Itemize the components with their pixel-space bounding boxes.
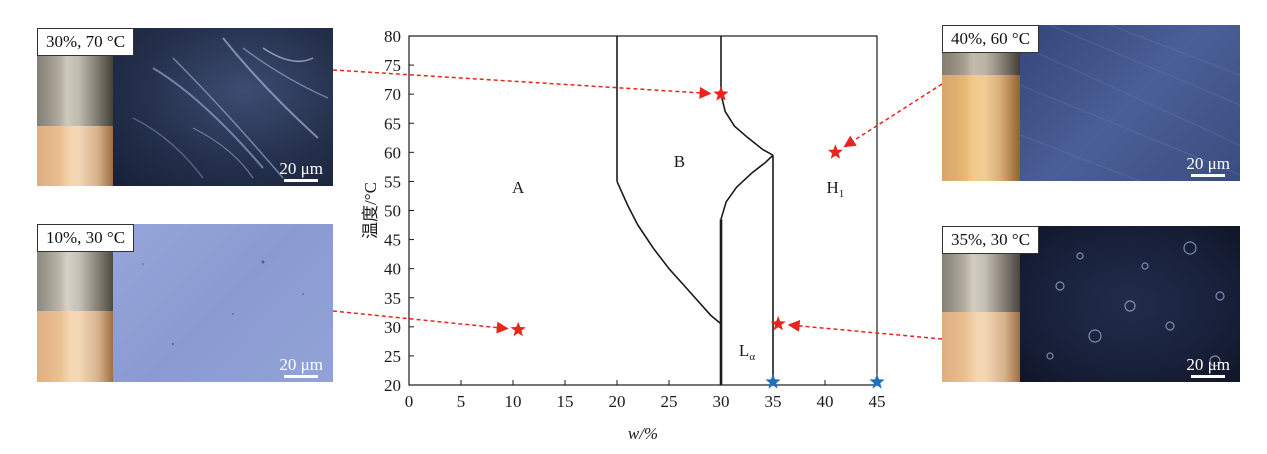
x-tick-label: 40 [817,392,834,411]
scale-bar-label: 20 μm [279,159,323,178]
red-star-point [827,144,843,159]
x-tick-label: 25 [661,392,678,411]
region-label-l: Lα [739,341,755,363]
connector-arrow [787,319,943,340]
scale-bar-label: 20 μm [279,355,323,374]
x-tick-label: 45 [869,392,886,411]
scale-bar: 20 μm [1186,355,1230,378]
y-tick-label: 55 [384,172,401,191]
red-star-point [510,321,526,337]
y-tick-label: 60 [384,143,401,162]
scale-bar: 20 μm [279,355,323,378]
polarized-micrograph [113,224,333,382]
x-tick-label: 20 [609,392,626,411]
y-tick-label: 25 [384,347,401,366]
x-tick-label: 15 [557,392,574,411]
region-label-a: A [512,178,525,197]
scale-bar: 20 μm [1186,154,1230,177]
y-tick-label: 35 [384,289,401,308]
scale-bar-label: 20 μm [1186,355,1230,374]
x-tick-label: 30 [713,392,730,411]
y-axis-label: 温度/°C [361,182,380,239]
y-tick-label: 50 [384,202,401,221]
y-tick-label: 45 [384,231,401,250]
y-tick-label: 20 [384,376,401,395]
blue-star-point [765,374,781,389]
y-tick-label: 70 [384,85,401,104]
x-tick-label: 5 [457,392,466,411]
x-tick-label: 0 [405,392,414,411]
scale-bar-label: 20 μm [1186,154,1230,173]
micrograph-panel-35-30: 35%, 30 °C 20 μm [942,226,1240,382]
micrograph-panel-10-30: 10%, 30 °C 20 μm [37,224,333,382]
panel-label: 35%, 30 °C [942,226,1040,254]
blue-star-point [869,374,885,389]
vial-photo [37,224,113,382]
panel-label: 10%, 30 °C [37,224,135,252]
red-star-point [713,86,729,101]
y-tick-label: 40 [384,260,401,279]
region-label-b: B [674,152,685,171]
polarized-micrograph [1020,226,1240,382]
polarized-micrograph [113,28,333,186]
x-axis-label: w/% [628,424,658,443]
scale-bar: 20 μm [279,159,323,182]
y-tick-label: 80 [384,27,401,46]
x-tick-label: 35 [765,392,782,411]
x-tick-label: 10 [505,392,522,411]
phase-boundary-3 [720,94,774,156]
micrograph-panel-30-70: 30%, 70 °C 20 μm [37,28,333,186]
panel-label: 30%, 70 °C [37,28,135,56]
region-label-h: H1 [827,178,845,200]
y-tick-label: 75 [384,56,401,75]
y-tick-label: 65 [384,114,401,133]
micrograph-panel-40-60: 40%, 60 °C 20 μm [942,25,1240,181]
y-tick-label: 30 [384,318,401,337]
phase-boundary-1 [616,181,722,325]
connector-arrow [843,83,943,148]
phase-boundary-4 [720,154,774,220]
panel-label: 40%, 60 °C [942,25,1040,53]
connector-arrow [332,310,509,334]
polarized-micrograph [1020,25,1240,181]
red-star-point [770,315,786,331]
plot-frame [408,35,878,386]
